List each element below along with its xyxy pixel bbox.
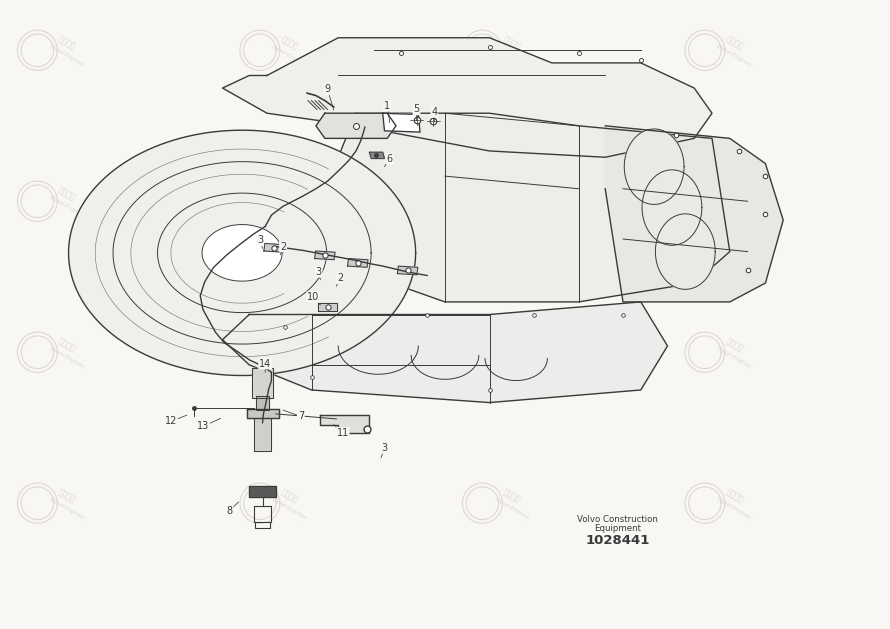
Text: 紫发动力: 紫发动力 xyxy=(724,336,745,353)
Text: 紫发动力: 紫发动力 xyxy=(501,487,522,504)
Text: 紫发动力: 紫发动力 xyxy=(56,185,77,203)
Text: 8: 8 xyxy=(227,506,232,516)
Text: 1: 1 xyxy=(384,101,390,111)
Text: 7: 7 xyxy=(297,411,304,421)
Text: 紫发动力: 紫发动力 xyxy=(56,34,77,52)
Text: 5: 5 xyxy=(413,104,420,114)
Text: Diesel-Engines: Diesel-Engines xyxy=(494,496,530,520)
Text: Diesel-Engines: Diesel-Engines xyxy=(271,194,307,218)
Polygon shape xyxy=(318,303,337,311)
Text: 3: 3 xyxy=(382,443,387,453)
Text: Diesel-Engines: Diesel-Engines xyxy=(494,194,530,218)
Polygon shape xyxy=(256,396,269,410)
Text: Diesel-Engines: Diesel-Engines xyxy=(716,43,752,67)
Text: 紫发动力: 紫发动力 xyxy=(501,185,522,203)
Text: 紫发动力: 紫发动力 xyxy=(279,487,300,504)
Polygon shape xyxy=(383,113,420,132)
Polygon shape xyxy=(642,170,702,245)
Text: 4: 4 xyxy=(432,107,437,117)
Text: Diesel-Engines: Diesel-Engines xyxy=(271,496,307,520)
Text: Diesel-Engines: Diesel-Engines xyxy=(49,194,85,218)
Text: 紫发动力: 紫发动力 xyxy=(279,34,300,52)
Text: Diesel-Engines: Diesel-Engines xyxy=(494,345,530,369)
Polygon shape xyxy=(605,126,783,302)
Polygon shape xyxy=(69,130,416,376)
Text: 紫发动力: 紫发动力 xyxy=(724,487,745,504)
Text: Volvo Construction: Volvo Construction xyxy=(578,515,658,524)
Text: 紫发动力: 紫发动力 xyxy=(501,34,522,52)
Text: 10: 10 xyxy=(307,292,320,302)
Text: 紫发动力: 紫发动力 xyxy=(279,185,300,203)
Text: Diesel-Engines: Diesel-Engines xyxy=(49,345,85,369)
Text: 2: 2 xyxy=(279,242,287,252)
Text: 9: 9 xyxy=(325,84,330,94)
Polygon shape xyxy=(369,152,384,159)
Text: Equipment: Equipment xyxy=(595,524,641,533)
Polygon shape xyxy=(320,415,369,433)
Text: 12: 12 xyxy=(165,416,177,426)
Polygon shape xyxy=(398,266,417,275)
Polygon shape xyxy=(264,243,284,252)
Text: 14: 14 xyxy=(259,359,271,369)
Text: Diesel-Engines: Diesel-Engines xyxy=(716,345,752,369)
Polygon shape xyxy=(655,214,716,289)
Polygon shape xyxy=(315,251,335,260)
Text: 紫发动力: 紫发动力 xyxy=(724,34,745,52)
Text: 13: 13 xyxy=(197,421,209,431)
Text: 11: 11 xyxy=(336,428,349,438)
Polygon shape xyxy=(624,129,684,204)
Polygon shape xyxy=(249,486,276,497)
Text: Diesel-Engines: Diesel-Engines xyxy=(49,43,85,67)
Polygon shape xyxy=(320,113,730,302)
Polygon shape xyxy=(252,368,273,398)
Text: 3: 3 xyxy=(257,235,263,245)
Polygon shape xyxy=(254,418,271,451)
Text: Diesel-Engines: Diesel-Engines xyxy=(716,496,752,520)
Text: Diesel-Engines: Diesel-Engines xyxy=(49,496,85,520)
Text: 紫发动力: 紫发动力 xyxy=(279,336,300,353)
Text: 1028441: 1028441 xyxy=(586,535,650,547)
Text: Diesel-Engines: Diesel-Engines xyxy=(494,43,530,67)
Text: 紫发动力: 紫发动力 xyxy=(56,336,77,353)
Text: 紫发动力: 紫发动力 xyxy=(501,336,522,353)
Text: 6: 6 xyxy=(387,153,392,164)
Polygon shape xyxy=(316,113,396,138)
Text: 紫发动力: 紫发动力 xyxy=(56,487,77,504)
Polygon shape xyxy=(348,259,368,267)
Polygon shape xyxy=(222,302,668,403)
Polygon shape xyxy=(222,38,712,157)
Text: 3: 3 xyxy=(316,267,321,277)
Polygon shape xyxy=(247,409,279,418)
Text: 紫发动力: 紫发动力 xyxy=(724,185,745,203)
Text: Diesel-Engines: Diesel-Engines xyxy=(271,345,307,369)
Text: Diesel-Engines: Diesel-Engines xyxy=(271,43,307,67)
Text: Diesel-Engines: Diesel-Engines xyxy=(716,194,752,218)
Polygon shape xyxy=(202,225,282,281)
Text: 2: 2 xyxy=(336,273,344,283)
